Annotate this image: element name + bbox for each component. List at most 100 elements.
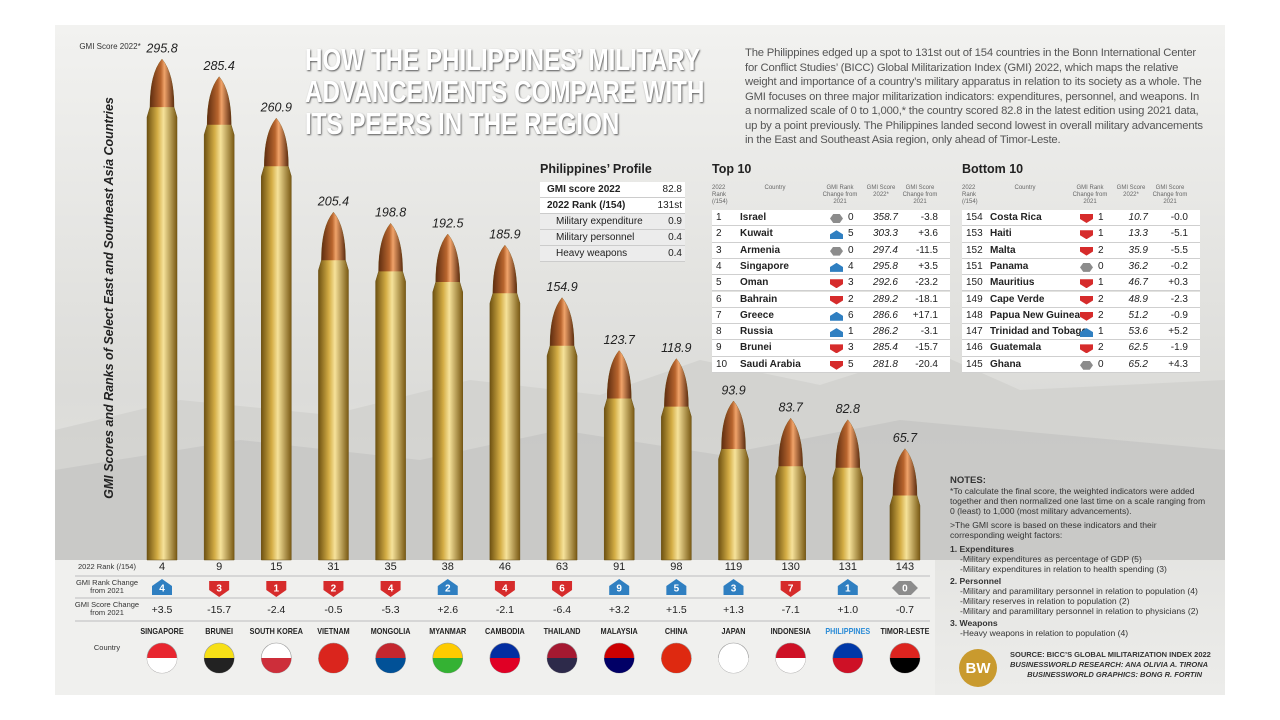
table-rank-change: 1 (1098, 228, 1104, 240)
profile-value: 131st (657, 200, 682, 211)
note-item: -Military expenditures in relation to he… (960, 564, 1167, 574)
table-country: Armenia (740, 244, 781, 256)
column-header: GMI Rank Change from 2021 (1072, 185, 1108, 205)
value-label: 205.4 (317, 194, 349, 208)
profile-label: Military expenditure (556, 216, 643, 227)
table-rank: 147 (966, 326, 983, 338)
table-country: Panama (990, 260, 1029, 272)
table-score-change: -18.1 (915, 293, 938, 305)
table-score: 286.6 (872, 309, 898, 321)
score-change: +3.2 (609, 604, 630, 616)
rank-change-arrow (666, 579, 687, 595)
profile-value: 0.4 (668, 248, 682, 259)
bullet-tip (550, 297, 575, 346)
score-change: +2.6 (437, 604, 458, 616)
value-label: 295.8 (145, 41, 177, 55)
table-arrow (830, 360, 843, 370)
table-country: Haiti (990, 228, 1012, 240)
source-line: SOURCE: BICC’S GLOBAL MILITARIZATION IND… (1010, 650, 1211, 659)
table-country: Papua New Guinea (990, 309, 1081, 321)
bullet (375, 222, 406, 561)
column-header: GMI Score Change from 2021 (1152, 185, 1188, 205)
table-rank: 9 (716, 342, 722, 354)
notes: NOTES: *To calculate the final score, the… (950, 476, 1210, 639)
value-label: 118.9 (661, 341, 691, 355)
score-change: +1.3 (723, 604, 744, 616)
note-item: -Military and paramilitary personnel in … (960, 586, 1198, 596)
table-country: Russia (740, 326, 773, 338)
profile-label: Heavy weapons (556, 248, 628, 259)
table-score-change: -5.1 (1170, 228, 1188, 240)
table-title: Bottom 10 (962, 162, 1024, 176)
table-score-change: -2.3 (1170, 293, 1188, 305)
table-rank-change: 3 (848, 277, 854, 289)
table-rank: 149 (966, 293, 983, 305)
profile-value: 82.8 (662, 184, 682, 195)
column-header: 2022 Rank (/154) (962, 185, 978, 205)
profile-label: Military personnel (556, 232, 635, 243)
table-rank-change: 2 (848, 293, 854, 305)
profile-row (540, 214, 685, 230)
table-rank: 8 (716, 326, 722, 338)
table-arrow (830, 230, 843, 240)
rank: 131 (839, 561, 857, 573)
table-rank: 148 (966, 309, 983, 321)
flag (204, 658, 235, 673)
table-score: 295.8 (872, 260, 898, 272)
table-score: 51.2 (1128, 309, 1148, 321)
table-score-change: -3.8 (920, 212, 938, 223)
row-label: 2022 Rank (/154) (78, 562, 136, 571)
flag (147, 658, 177, 673)
table-rank-change: 0 (848, 212, 854, 223)
bullet (146, 58, 178, 561)
table-score-change: +4.3 (1168, 358, 1188, 370)
flag (261, 658, 292, 673)
table-arrow (830, 246, 843, 256)
country: MYANMAR (429, 627, 466, 637)
column-header: GMI Score 2022* (866, 185, 896, 198)
rank-change: 4 (159, 584, 165, 595)
rank-change-arrow (494, 581, 515, 597)
table-arrow (830, 214, 843, 223)
bullet-tip (892, 448, 917, 496)
table-score: 292.6 (872, 277, 898, 289)
table-score-change: -20.4 (915, 358, 938, 370)
column-header: GMI Rank Change from 2021 (822, 185, 858, 205)
table-rank-change: 1 (848, 326, 854, 338)
rank: 63 (556, 561, 568, 573)
value-label: 198.8 (375, 206, 406, 220)
title: HOW THE PHILIPPINES’ MILITARY ADVANCEMEN… (305, 42, 705, 141)
rank-change: 4 (388, 584, 394, 595)
country: SOUTH KOREA (250, 627, 304, 637)
table-country: Ghana (990, 358, 1022, 370)
country: MONGOLIA (371, 627, 411, 637)
bullet-tip (264, 118, 289, 167)
country: MALAYSIA (601, 627, 638, 637)
rank-change: 1 (845, 584, 851, 595)
table-rank-change: 5 (848, 358, 854, 370)
rank: 38 (442, 561, 454, 573)
country: JAPAN (722, 627, 746, 637)
flag (604, 658, 635, 673)
table-country: Saudi Arabia (740, 358, 801, 370)
table-rank-change: 6 (848, 309, 854, 321)
table-country: Bahrain (740, 293, 778, 305)
bullet-tip (721, 400, 746, 449)
profile-row (540, 198, 685, 214)
bullet-tip (207, 76, 232, 125)
table-score-change: -5.5 (1170, 244, 1188, 256)
value-label: 83.7 (778, 401, 803, 415)
country: CAMBODIA (485, 627, 525, 637)
table-score: 289.2 (872, 293, 898, 305)
flag (547, 658, 578, 673)
table-score: 62.5 (1128, 342, 1148, 354)
score-change: +1.5 (666, 604, 687, 616)
rank-change-arrow (837, 579, 858, 595)
rank-change: 9 (616, 584, 622, 595)
table-arrow (830, 328, 843, 338)
table-country: Singapore (740, 260, 789, 272)
table-rank: 6 (716, 293, 722, 305)
table-rank-change: 1 (1098, 212, 1104, 223)
